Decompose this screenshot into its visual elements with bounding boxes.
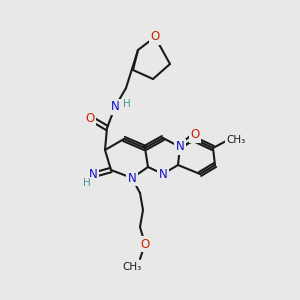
Text: O: O	[85, 112, 94, 124]
Text: N: N	[128, 172, 136, 184]
Text: N: N	[176, 140, 184, 154]
Text: CH₃: CH₃	[122, 262, 142, 272]
Text: H: H	[123, 99, 131, 109]
Text: CH₃: CH₃	[226, 135, 246, 145]
Text: N: N	[88, 169, 98, 182]
Text: O: O	[140, 238, 150, 250]
Text: O: O	[190, 128, 200, 142]
Text: O: O	[150, 31, 160, 44]
Text: H: H	[83, 178, 91, 188]
Text: N: N	[159, 167, 167, 181]
Text: N: N	[111, 100, 119, 113]
